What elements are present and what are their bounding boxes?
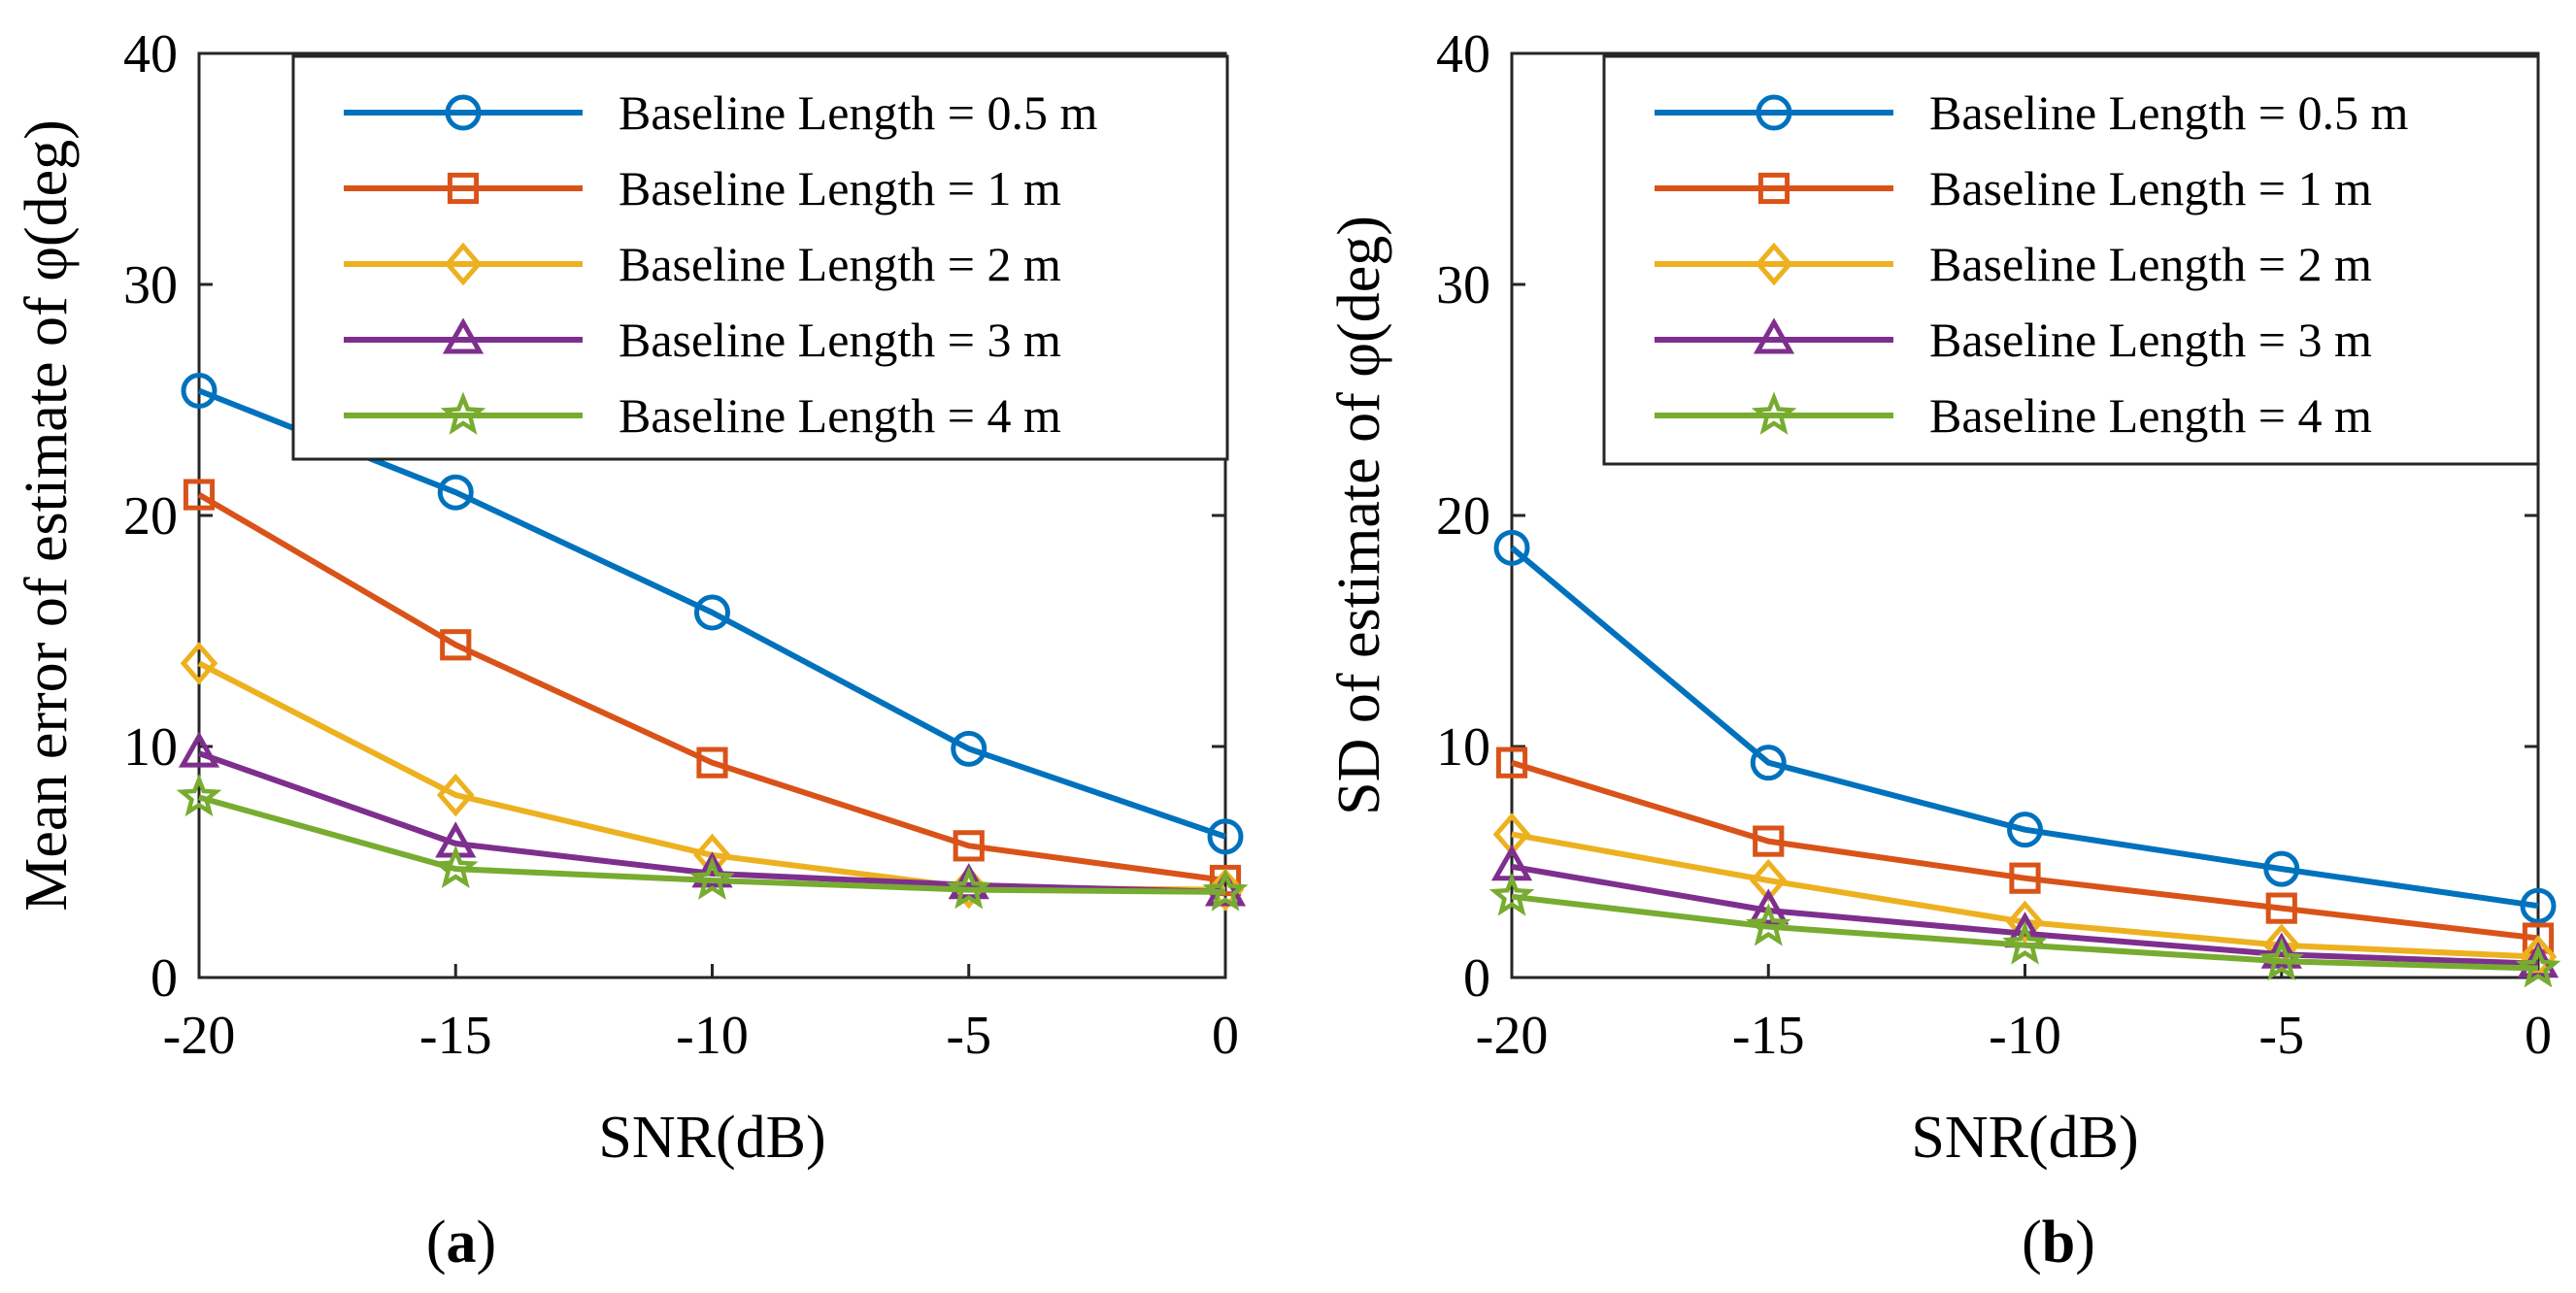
data-point-1-1 [1753, 825, 1785, 857]
data-point-3-3 [2260, 932, 2302, 969]
data-point-1-2 [696, 746, 728, 779]
data-point-1-4 [1209, 864, 1242, 897]
panel-label: (b) [2022, 1210, 2095, 1276]
legend-entry-1: Baseline Length = 1 m [619, 161, 1061, 216]
x-tick-label: -5 [946, 1006, 991, 1066]
panel-label: (a) [426, 1210, 496, 1276]
data-point-0-4 [1207, 818, 1244, 855]
legend-marker-0 [1756, 94, 1792, 131]
legend-marker-0 [445, 94, 482, 131]
panel-a: -20 -15 -10 -5 0 0 10 20 30 40 SNR(dB) Mean error o… [14, 24, 1249, 1276]
legend-entry-0: Baseline Length = 0.5 m [619, 85, 1097, 140]
data-point-4-3 [2258, 937, 2305, 981]
legend-marker-2 [1755, 242, 1793, 286]
x-tick-label: -20 [163, 1006, 236, 1066]
data-point-2-0 [180, 642, 218, 685]
data-point-3-0 [178, 731, 220, 768]
data-point-1-3 [2265, 892, 2297, 924]
y-tick-label: 30 [1436, 255, 1490, 315]
data-point-0-1 [437, 474, 474, 511]
data-point-0-1 [1750, 745, 1787, 781]
data-point-2-1 [436, 773, 475, 817]
series-line-3 [198, 750, 1226, 895]
y-axis-label: SD of estimate of φ(deg) [1326, 216, 1392, 815]
legend: Baseline Length = 0.5 m Baseline Length =… [291, 54, 1229, 461]
data-point-4-2 [689, 856, 735, 900]
data-point-4-2 [2002, 921, 2048, 965]
legend-entry-3: Baseline Length = 3 m [619, 313, 1061, 367]
y-tick-label: 0 [1463, 948, 1490, 1009]
data-point-0-4 [2520, 887, 2557, 924]
legend-entry-4: Baseline Length = 4 m [1929, 388, 2372, 443]
x-axis-label: SNR(dB) [1911, 1105, 2138, 1171]
data-point-3-1 [1748, 888, 1790, 925]
series-line-1 [1511, 759, 2539, 942]
x-tick-label: -10 [676, 1006, 749, 1066]
data-point-4-3 [946, 866, 992, 910]
data-point-4-1 [432, 845, 479, 888]
data-point-4-0 [1489, 873, 1535, 916]
data-point-4-0 [176, 773, 222, 817]
legend-marker-1 [1757, 172, 1790, 205]
data-point-4-1 [1745, 903, 1791, 946]
data-point-0-0 [181, 372, 217, 409]
legend: Baseline Length = 0.5 m Baseline Length =… [1602, 54, 2540, 466]
y-tick-label: 10 [1436, 717, 1490, 778]
legend-marker-2 [444, 242, 483, 286]
data-point-1-0 [183, 479, 216, 511]
legend-entry-4: Baseline Length = 4 m [619, 388, 1061, 443]
y-tick-label: 40 [1436, 24, 1490, 84]
x-tick-label: -5 [2258, 1006, 2304, 1066]
data-point-0-3 [951, 730, 987, 767]
series-line-4 [198, 794, 1226, 895]
legend-entry-2: Baseline Length = 2 m [1929, 237, 2372, 291]
data-point-0-0 [1493, 529, 1530, 566]
data-point-1-3 [953, 830, 985, 862]
data-point-1-2 [2009, 862, 2041, 894]
y-tick-label: 20 [1436, 486, 1490, 547]
y-axis-label: Mean error of estimate of φ(deg) [14, 119, 80, 912]
legend-marker-3 [442, 317, 485, 354]
y-tick-label: 20 [123, 486, 178, 547]
data-point-2-4 [1206, 868, 1245, 912]
data-point-1-0 [1495, 746, 1528, 779]
x-tick-label: -15 [419, 1006, 492, 1066]
legend-entry-2: Baseline Length = 2 m [619, 237, 1061, 291]
y-tick-label: 10 [123, 717, 178, 778]
x-tick-label: -10 [1989, 1006, 2061, 1066]
y-tick-label: 40 [123, 24, 178, 84]
legend-entry-1: Baseline Length = 1 m [1929, 161, 2372, 216]
x-axis-label: SNR(dB) [598, 1105, 825, 1171]
data-point-0-3 [2263, 850, 2300, 887]
panel-b: -20 -15 -10 -5 0 0 10 20 30 40 SNR(dB) SD of estima… [1326, 24, 2561, 1276]
data-point-4-4 [2515, 944, 2561, 988]
data-point-4-4 [1202, 868, 1249, 912]
legend-entry-3: Baseline Length = 3 m [1929, 313, 2372, 367]
legend-marker-1 [447, 172, 480, 205]
legend-entry-0: Baseline Length = 0.5 m [1929, 85, 2408, 140]
y-tick-label: 30 [123, 255, 178, 315]
data-point-1-1 [440, 629, 472, 661]
x-tick-label: 0 [2525, 1006, 2552, 1066]
legend-marker-3 [1753, 317, 1795, 354]
data-point-3-2 [691, 851, 733, 888]
legend-marker-4 [440, 391, 486, 435]
data-point-0-2 [694, 594, 730, 631]
legend-marker-4 [1751, 391, 1797, 435]
y-tick-label: 0 [151, 948, 178, 1009]
x-tick-label: 0 [1212, 1006, 1239, 1066]
data-point-0-2 [2007, 812, 2043, 848]
series-line-1 [197, 492, 1226, 883]
series-line-3 [1511, 863, 2539, 967]
series-line-4 [1511, 893, 2539, 972]
x-tick-label: -20 [1476, 1006, 1549, 1066]
series-line-0 [1510, 546, 2539, 910]
x-tick-label: -15 [1732, 1006, 1805, 1066]
data-point-2-2 [2006, 900, 2044, 945]
